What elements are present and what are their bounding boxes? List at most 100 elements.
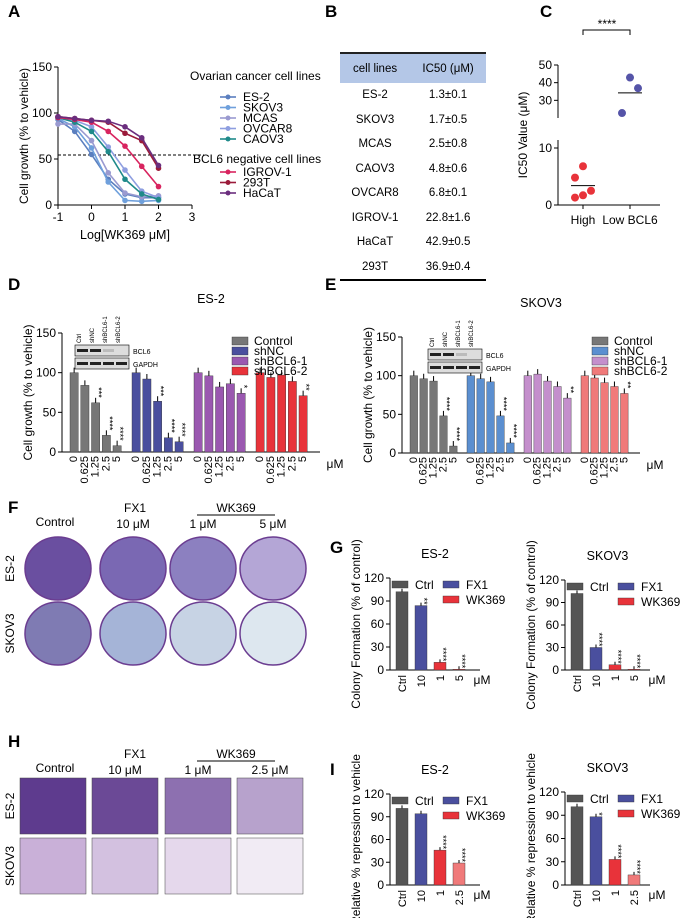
data-point xyxy=(105,144,112,150)
category-label: 5 xyxy=(629,675,641,681)
y-tick-label: 90 xyxy=(546,808,560,822)
dose-label: 5 xyxy=(235,456,247,462)
x-tick-label: High xyxy=(571,213,596,227)
panel-label-i: I xyxy=(330,760,335,779)
y-tick-label: 30 xyxy=(371,640,385,654)
a-y-label: Cell growth (% to vehicle) xyxy=(17,68,31,204)
blot-lane-label: shBCL6-1 xyxy=(103,316,109,343)
dose-label: 0.625 xyxy=(79,456,91,484)
h-dose-label: 10 μM xyxy=(108,763,142,777)
legend-swatch-Control xyxy=(591,336,609,346)
legend-swatch-Ctrl xyxy=(566,794,584,803)
data-point xyxy=(88,124,95,130)
invasion-image xyxy=(91,777,159,835)
legend-marker xyxy=(225,180,231,185)
i2-y-label: Relative % repression to vehicle xyxy=(524,753,538,918)
data-point xyxy=(105,179,112,185)
header-ic50: IC50 (μM) xyxy=(410,53,486,83)
bar-shBCL6-2 xyxy=(610,386,619,454)
blot-band xyxy=(90,362,101,365)
category-label: 2.5 xyxy=(454,890,466,905)
legend-swatch-shBCL6-1 xyxy=(591,356,609,366)
data-point xyxy=(138,191,145,197)
y-tick-label: 30 xyxy=(539,93,553,107)
d-title: ES-2 xyxy=(197,292,225,306)
y-tick-label: 50 xyxy=(383,407,397,421)
data-point xyxy=(587,186,595,195)
h-row-label: ES-2 xyxy=(3,792,17,819)
bar-shNC xyxy=(153,401,162,453)
legend-label: shNC xyxy=(614,344,644,358)
dose-label: 5 xyxy=(504,457,516,463)
y-tick-label: 0 xyxy=(49,445,56,459)
table-header: cell lines IC50 (μM) xyxy=(340,53,486,83)
y-tick-label: 120 xyxy=(539,573,559,587)
panel-label-e: E xyxy=(325,275,337,294)
category-label: 10 xyxy=(416,675,428,687)
bar-shNC xyxy=(486,381,495,454)
panel-label-d: D xyxy=(8,275,21,294)
data-point xyxy=(105,128,112,135)
legend-label: WK369 xyxy=(466,593,506,607)
dose-label: 0.625 xyxy=(265,456,277,484)
dose-label: 1.25 xyxy=(599,457,611,478)
blot-lane-label: Ctrl xyxy=(77,334,83,343)
series-line-MCAS xyxy=(58,123,159,198)
data-point xyxy=(155,196,162,203)
colony-well-image xyxy=(239,601,307,666)
dose-label: 0 xyxy=(522,457,534,463)
legend-label: ES-2 xyxy=(243,90,270,104)
blot-band xyxy=(90,349,101,352)
legend-swatch-shBCL6-2 xyxy=(231,366,249,376)
legend-swatch-FX1 xyxy=(442,580,460,589)
y-tick-label: 120 xyxy=(539,785,559,799)
legend-label: WK369 xyxy=(466,809,506,823)
d-y-label: Cell growth (% to vehicle) xyxy=(21,324,35,460)
bar-shBCL6-1 xyxy=(543,380,552,454)
bar-shBCL6-2 xyxy=(620,393,629,454)
y-tick-label: 50 xyxy=(39,152,53,166)
cell-line: SKOV3 xyxy=(355,113,395,126)
significance-label: **** xyxy=(166,419,176,434)
legend-swatch-FX1 xyxy=(617,794,635,803)
dose-label: 0 xyxy=(68,456,80,462)
y-tick-label: 60 xyxy=(371,833,385,847)
legend-label: shBCL6-1 xyxy=(614,354,668,368)
dose-label: 2.5 xyxy=(224,456,236,471)
bar-shNC xyxy=(506,442,515,454)
legend-swatch-Ctrl xyxy=(391,796,409,805)
significance-label: **** xyxy=(594,632,604,647)
bar-shNC xyxy=(174,441,184,453)
data-point xyxy=(122,197,128,204)
bar-Ctrl xyxy=(570,806,584,886)
significance-label: **** xyxy=(632,860,642,875)
legend-group-title: Ovarian cancer cell lines xyxy=(190,69,321,83)
blot-lane-label: shNC xyxy=(90,327,96,343)
dose-label: 1.25 xyxy=(428,457,440,478)
h-col-label: FX1 xyxy=(124,747,146,761)
y-tick-label: 120 xyxy=(364,571,384,585)
dose-label: 5 xyxy=(561,457,573,463)
h-dose-label: 2.5 μM xyxy=(252,763,289,777)
invasion-image xyxy=(236,837,304,895)
bar-Control xyxy=(429,380,438,454)
data-point xyxy=(71,128,78,135)
legend-label: shBCL6-2 xyxy=(254,364,308,378)
legend-label: Control xyxy=(614,334,653,348)
a-x-label: Log[WK369 μM] xyxy=(80,228,170,242)
y-tick-label: 90 xyxy=(546,596,560,610)
y-tick-label: 0 xyxy=(45,198,52,212)
f-dose-label: 5 μM xyxy=(260,517,287,531)
bar-shBCL6-2 xyxy=(277,374,286,453)
legend-label: WK369 xyxy=(641,807,681,821)
data-point xyxy=(55,121,61,127)
significance-label: ** xyxy=(622,381,632,389)
panel-label-b: B xyxy=(325,2,338,21)
legend-label: OVCAR8 xyxy=(243,122,293,136)
table-row: 293T 36.9±0.4 xyxy=(340,255,486,281)
legend-swatch-Control xyxy=(231,336,249,346)
bar-shNC xyxy=(142,378,152,453)
legend-swatch-shNC xyxy=(591,346,609,356)
table-row: CAOV3 4.8±0.6 xyxy=(340,157,486,182)
